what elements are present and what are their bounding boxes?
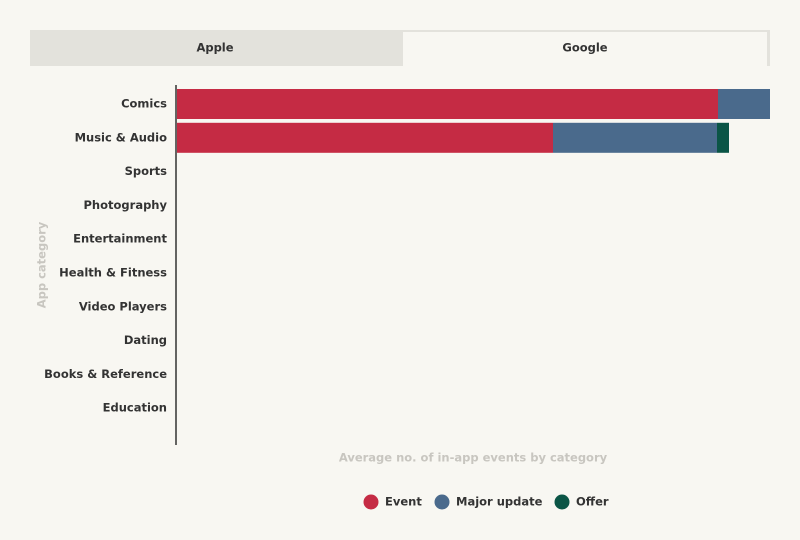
- y-tick-label: Comics: [121, 97, 167, 111]
- y-tick-label: Dating: [124, 333, 167, 347]
- tab[interactable]: Google: [562, 41, 607, 55]
- bar-segment: [717, 122, 729, 153]
- bar-segment: [553, 122, 717, 153]
- y-axis-label: App category: [35, 221, 49, 308]
- y-tick-label: Entertainment: [73, 232, 167, 246]
- x-axis-label: Average no. of in-app events by category: [339, 451, 608, 465]
- legend-label: Offer: [576, 495, 609, 509]
- legend-swatch: [554, 494, 570, 510]
- y-tick-label: Music & Audio: [75, 130, 168, 144]
- y-tick-label: Sports: [125, 164, 168, 178]
- y-tick-label: Books & Reference: [44, 367, 167, 381]
- legend-label: Major update: [456, 495, 543, 509]
- y-tick-label: Photography: [84, 198, 168, 212]
- bar-segment: [177, 122, 553, 153]
- legend-swatch: [363, 494, 379, 510]
- active-tab-bg: [403, 32, 767, 66]
- legend-swatch: [434, 494, 450, 510]
- bar-segment: [177, 89, 718, 119]
- y-tick-label: Video Players: [79, 299, 167, 313]
- y-tick-label: Education: [103, 401, 167, 415]
- y-tick-label: Health & Fitness: [59, 266, 167, 280]
- tab[interactable]: Apple: [196, 41, 233, 55]
- legend-label: Event: [385, 495, 422, 509]
- bar-segment: [718, 89, 770, 119]
